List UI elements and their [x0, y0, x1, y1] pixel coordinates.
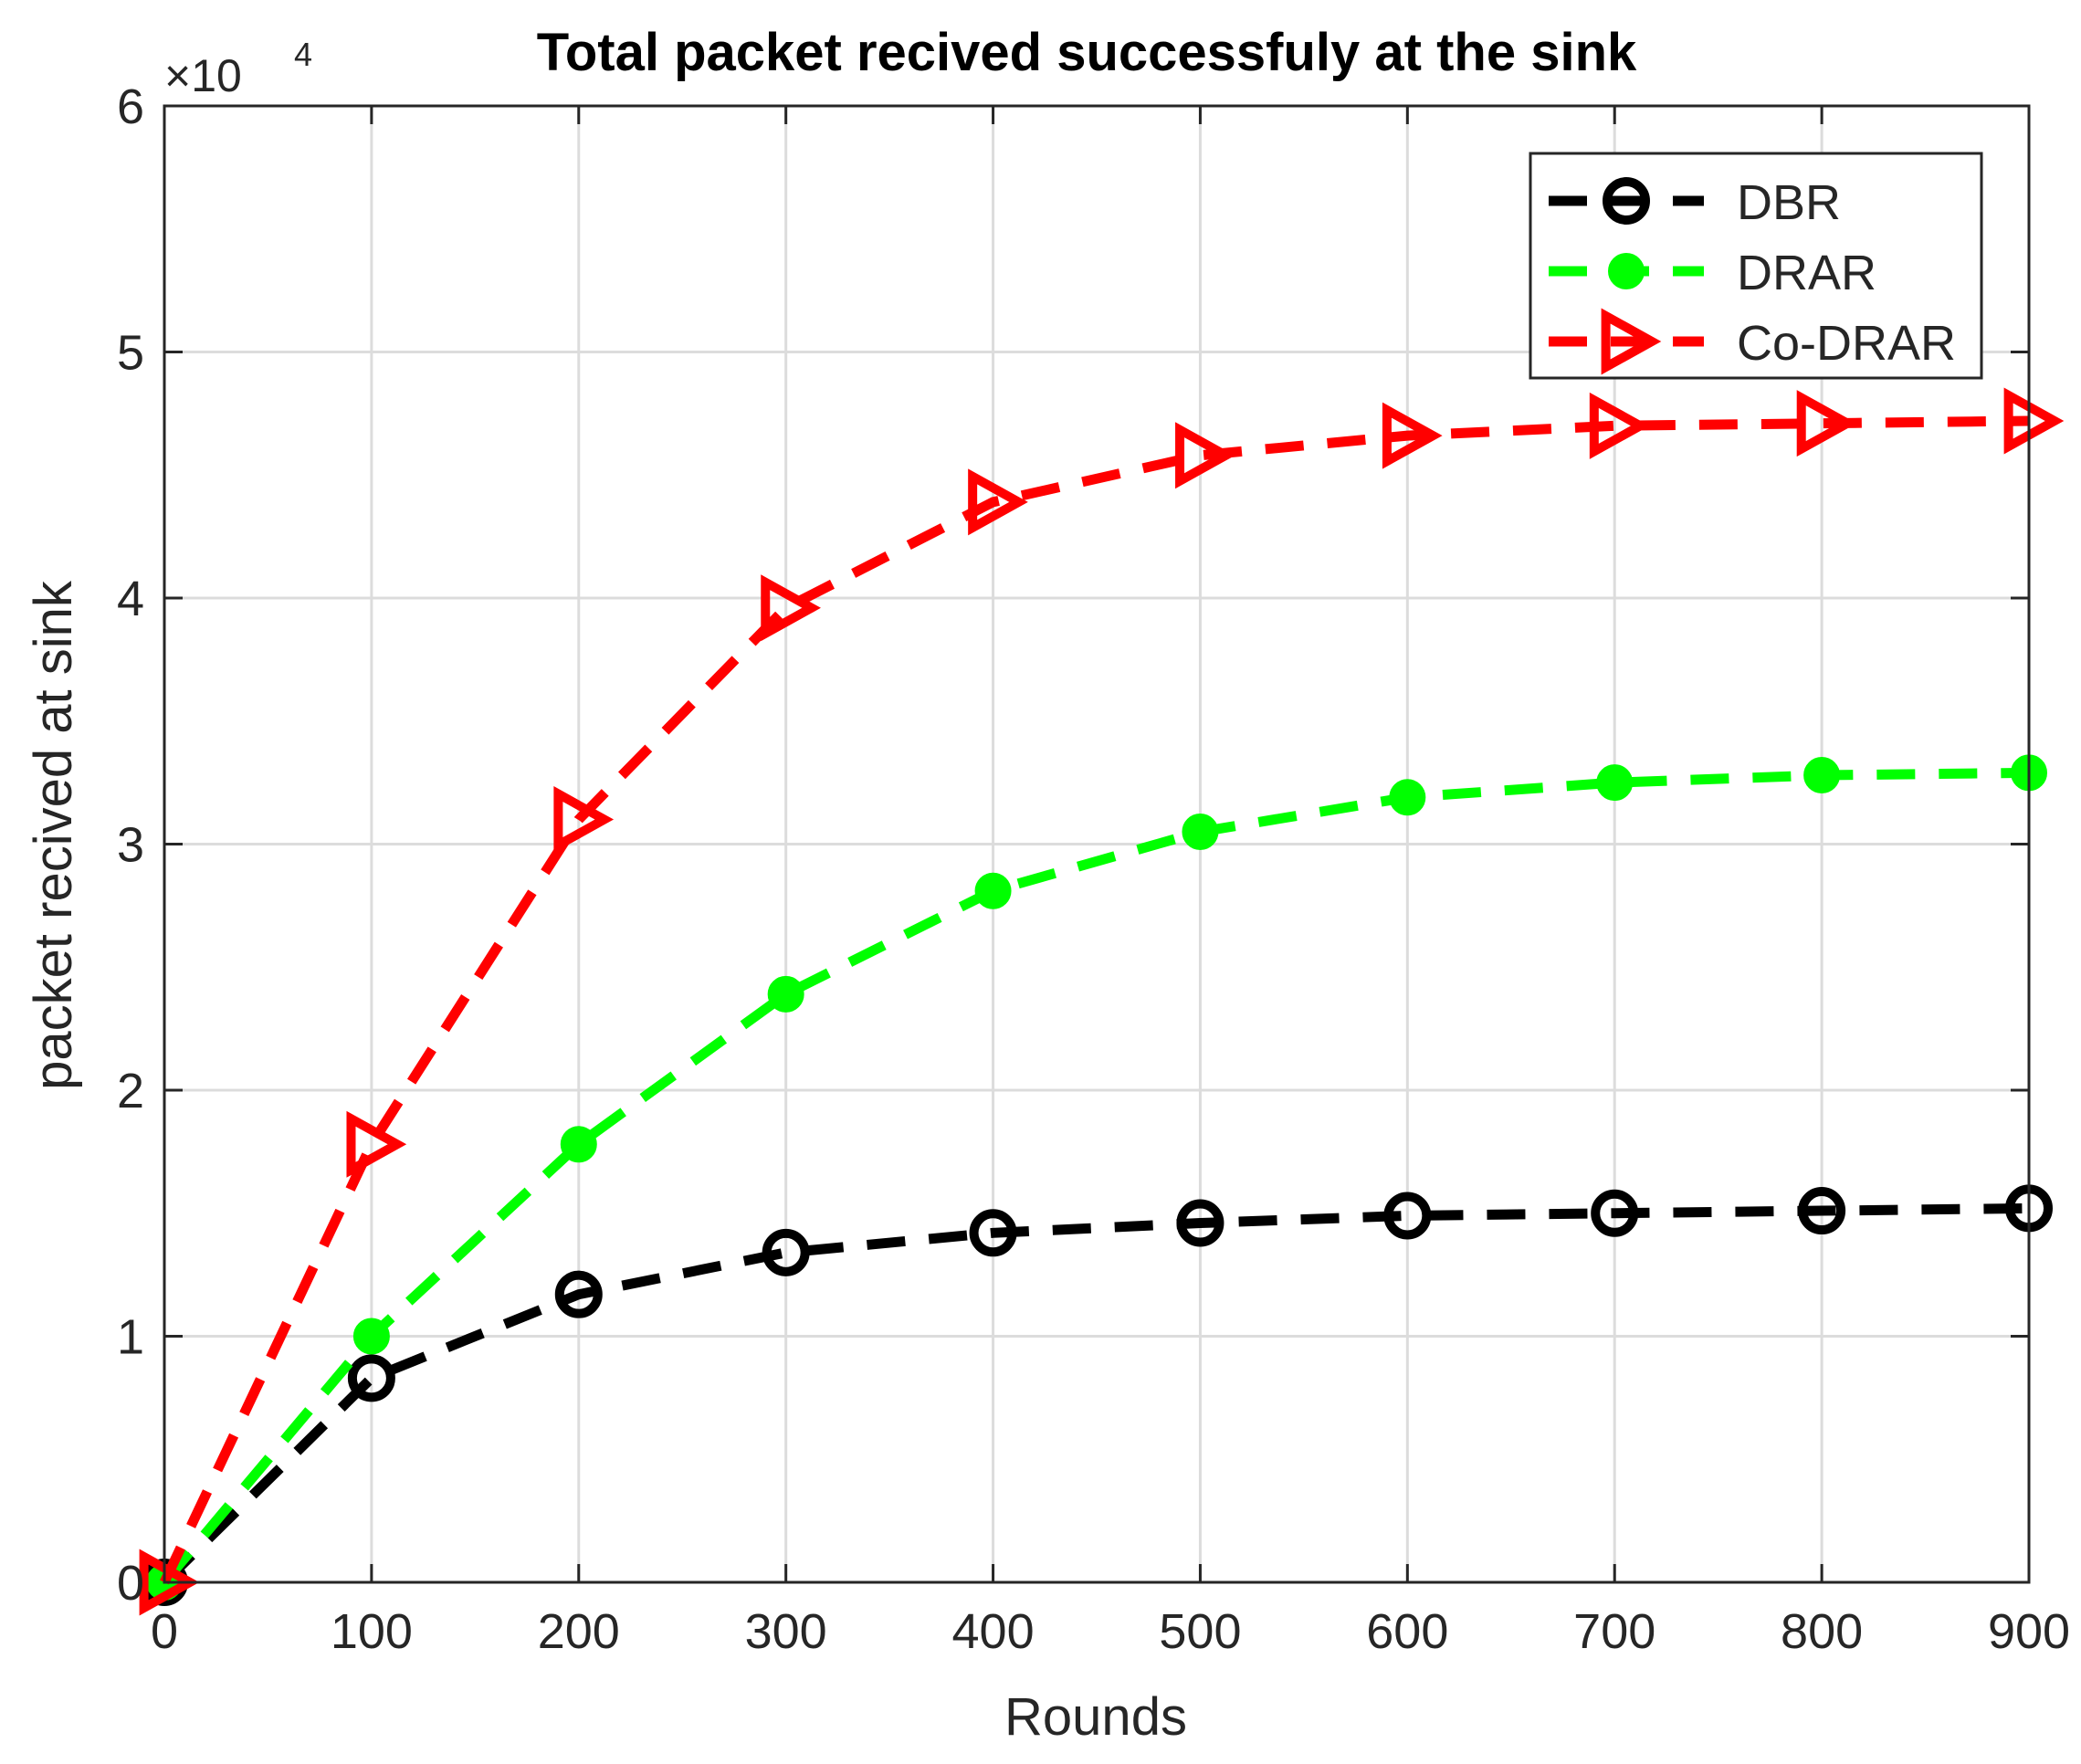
- x-tick-label: 500: [1159, 1604, 1241, 1659]
- data-point: [1182, 814, 1219, 851]
- y-axis-exponent: ×10 4: [164, 36, 312, 101]
- y-tick-label: 1: [117, 1310, 144, 1365]
- data-point: [974, 872, 1012, 909]
- legend-marker: [1608, 253, 1645, 289]
- x-tick-label: 100: [331, 1604, 413, 1659]
- legend-marker: [1601, 308, 1662, 375]
- data-point: [1803, 757, 1841, 794]
- series-line: [160, 767, 2030, 1586]
- x-tick-label: 800: [1781, 1604, 1863, 1659]
- x-tick-label: 600: [1366, 1604, 1448, 1659]
- series-line: [161, 1202, 2030, 1586]
- x-tick-label: 700: [1573, 1604, 1655, 1659]
- series-line: [160, 415, 2030, 1585]
- data-point: [554, 1270, 603, 1318]
- data-point: [1596, 764, 1634, 802]
- y-tick-label: 4: [117, 572, 144, 626]
- data-point: [347, 1354, 395, 1402]
- data-point: [1389, 779, 1426, 816]
- x-tick-label: 400: [952, 1604, 1035, 1659]
- data-point: [1798, 1187, 1846, 1235]
- legend-entry-drar: DRAR: [1549, 246, 1876, 300]
- y-tick-label: 2: [117, 1064, 144, 1118]
- data-point: [1796, 390, 1857, 457]
- exponent-power: 4: [294, 36, 312, 73]
- data-point: [1382, 402, 1443, 469]
- data-point: [139, 1549, 200, 1616]
- data-point: [1383, 1192, 1432, 1240]
- data-point: [346, 1110, 407, 1178]
- legend-entry-dbr: DBR: [1549, 175, 1841, 230]
- legend: DBR DRAR Co-DRAR: [1529, 152, 1983, 380]
- tick-labels: 0 100 200 300 400 500 600 700 800 900 0 1 2 3 4 5 6: [117, 79, 2070, 1659]
- data-point: [1589, 392, 1650, 459]
- y-tick-label: 3: [117, 818, 144, 873]
- y-tick-label: 5: [117, 326, 144, 381]
- series-layer: [139, 387, 2065, 1616]
- data-point: [553, 786, 615, 854]
- x-axis-label: Rounds: [1004, 1687, 1187, 1747]
- x-tick-label: 200: [538, 1604, 620, 1659]
- data-point: [968, 468, 1028, 536]
- y-tick-label: 6: [117, 79, 144, 134]
- legend-marker: [1603, 177, 1650, 225]
- data-point: [767, 975, 804, 1013]
- x-tick-label: 300: [745, 1604, 827, 1659]
- data-point: [761, 574, 821, 642]
- legend-label: Co-DRAR: [1737, 316, 1956, 371]
- data-point: [1175, 422, 1235, 489]
- y-tick-label: 0: [117, 1556, 144, 1611]
- legend-label: DRAR: [1737, 246, 1876, 300]
- series-co-drar: [139, 387, 2065, 1616]
- data-point: [352, 1318, 390, 1355]
- data-point: [1176, 1199, 1224, 1247]
- data-point: [2003, 387, 2065, 455]
- chart-title: Total packet recived successfuly at the …: [537, 23, 1637, 82]
- data-point: [762, 1228, 810, 1276]
- legend-label: DBR: [1737, 175, 1841, 230]
- y-axis-label: packet recived at sink: [24, 580, 83, 1090]
- exponent-base: ×10: [164, 50, 242, 101]
- series-dbr: [141, 1184, 2053, 1606]
- axis-ticks: [163, 104, 2031, 1584]
- legend-entry-co-drar: Co-DRAR: [1549, 308, 1956, 375]
- data-point: [560, 1126, 597, 1163]
- data-point: [1591, 1189, 1639, 1237]
- data-point: [969, 1209, 1017, 1257]
- x-tick-label: 900: [1988, 1604, 2070, 1659]
- series-drar: [146, 754, 2047, 1601]
- x-tick-label: 0: [151, 1604, 178, 1659]
